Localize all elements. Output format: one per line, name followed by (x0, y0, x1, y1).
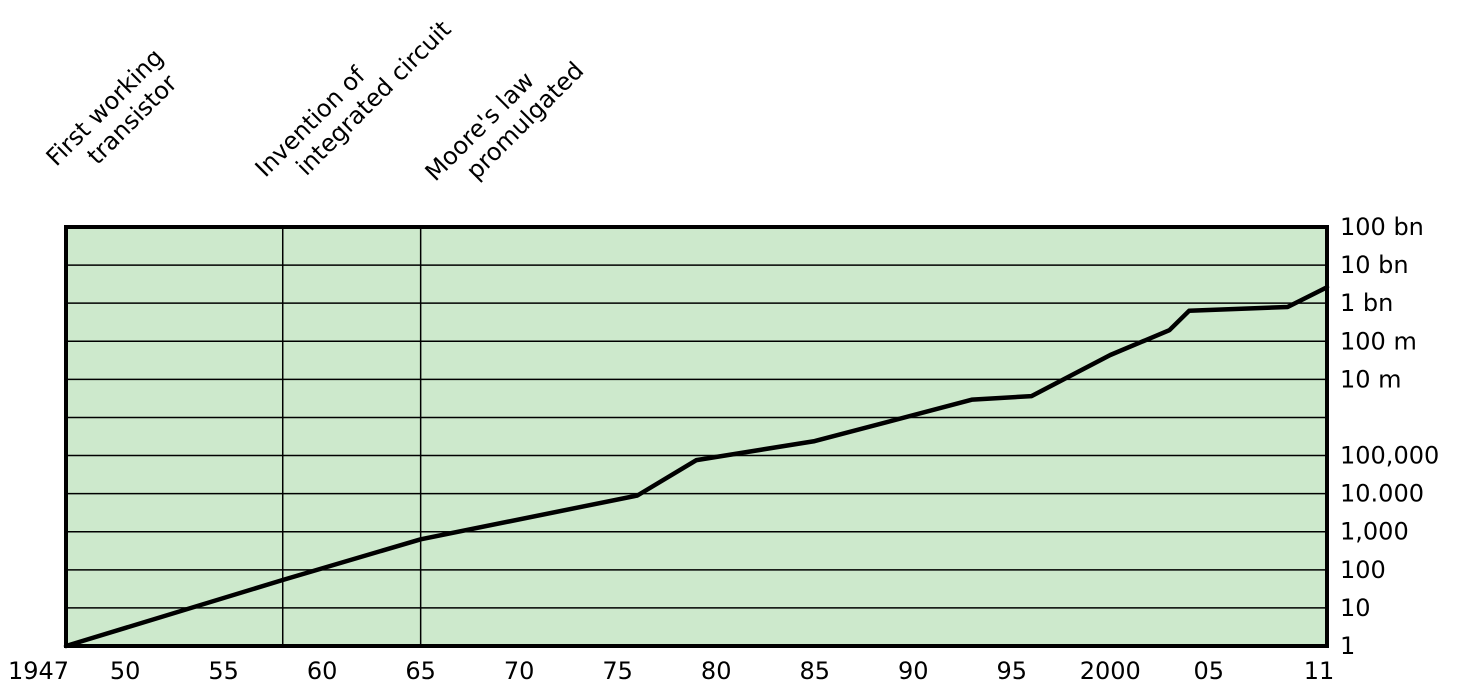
y-tick-label: 100 m (1340, 327, 1417, 355)
x-tick-label: 95 (996, 657, 1027, 685)
x-tick-label: 75 (602, 657, 633, 685)
annotation-lines (281, 227, 422, 646)
y-tick-label: 1,000 (1340, 518, 1409, 546)
y-tick-label: 100,000 (1340, 442, 1439, 470)
transistor-count-line (63, 284, 1330, 649)
y-tick-label: 10 m (1340, 365, 1402, 393)
x-tick-label: 90 (898, 657, 929, 685)
x-axis-tick-labels: 1947 50 55 60 65 70 75 80 85 90 95 2000 05 11 (8, 657, 1334, 685)
y-tick-label: 100 (1340, 556, 1386, 584)
x-tick-label: 85 (799, 657, 830, 685)
x-tick-label: 2000 (1080, 657, 1141, 685)
y-tick-label: 1 bn (1340, 289, 1393, 317)
plot-border (64, 225, 1329, 648)
y-tick-label: 100 bn (1340, 213, 1424, 241)
x-tick-label: 80 (701, 657, 732, 685)
y-axis-tick-labels: 1 10 100 1,000 10.000 100,000 10 m 100 m 1 bn 10 … (1340, 213, 1439, 660)
plot-background (66, 227, 1327, 646)
x-tick-label: 05 (1194, 657, 1225, 685)
x-tick-label: 60 (307, 657, 338, 685)
x-tick-label: 55 (208, 657, 239, 685)
horizontal-gridlines (66, 264, 1327, 609)
y-tick-label: 1 (1340, 632, 1355, 660)
y-tick-label: 10 bn (1340, 251, 1409, 279)
x-tick-label: 65 (405, 657, 436, 685)
y-tick-label: 10.000 (1340, 480, 1424, 508)
x-tick-label: 50 (110, 657, 141, 685)
y-tick-label: 10 (1340, 594, 1371, 622)
x-tick-label: 11 (1304, 657, 1335, 685)
x-tick-label: 70 (504, 657, 535, 685)
x-tick-label: 1947 (8, 657, 69, 685)
